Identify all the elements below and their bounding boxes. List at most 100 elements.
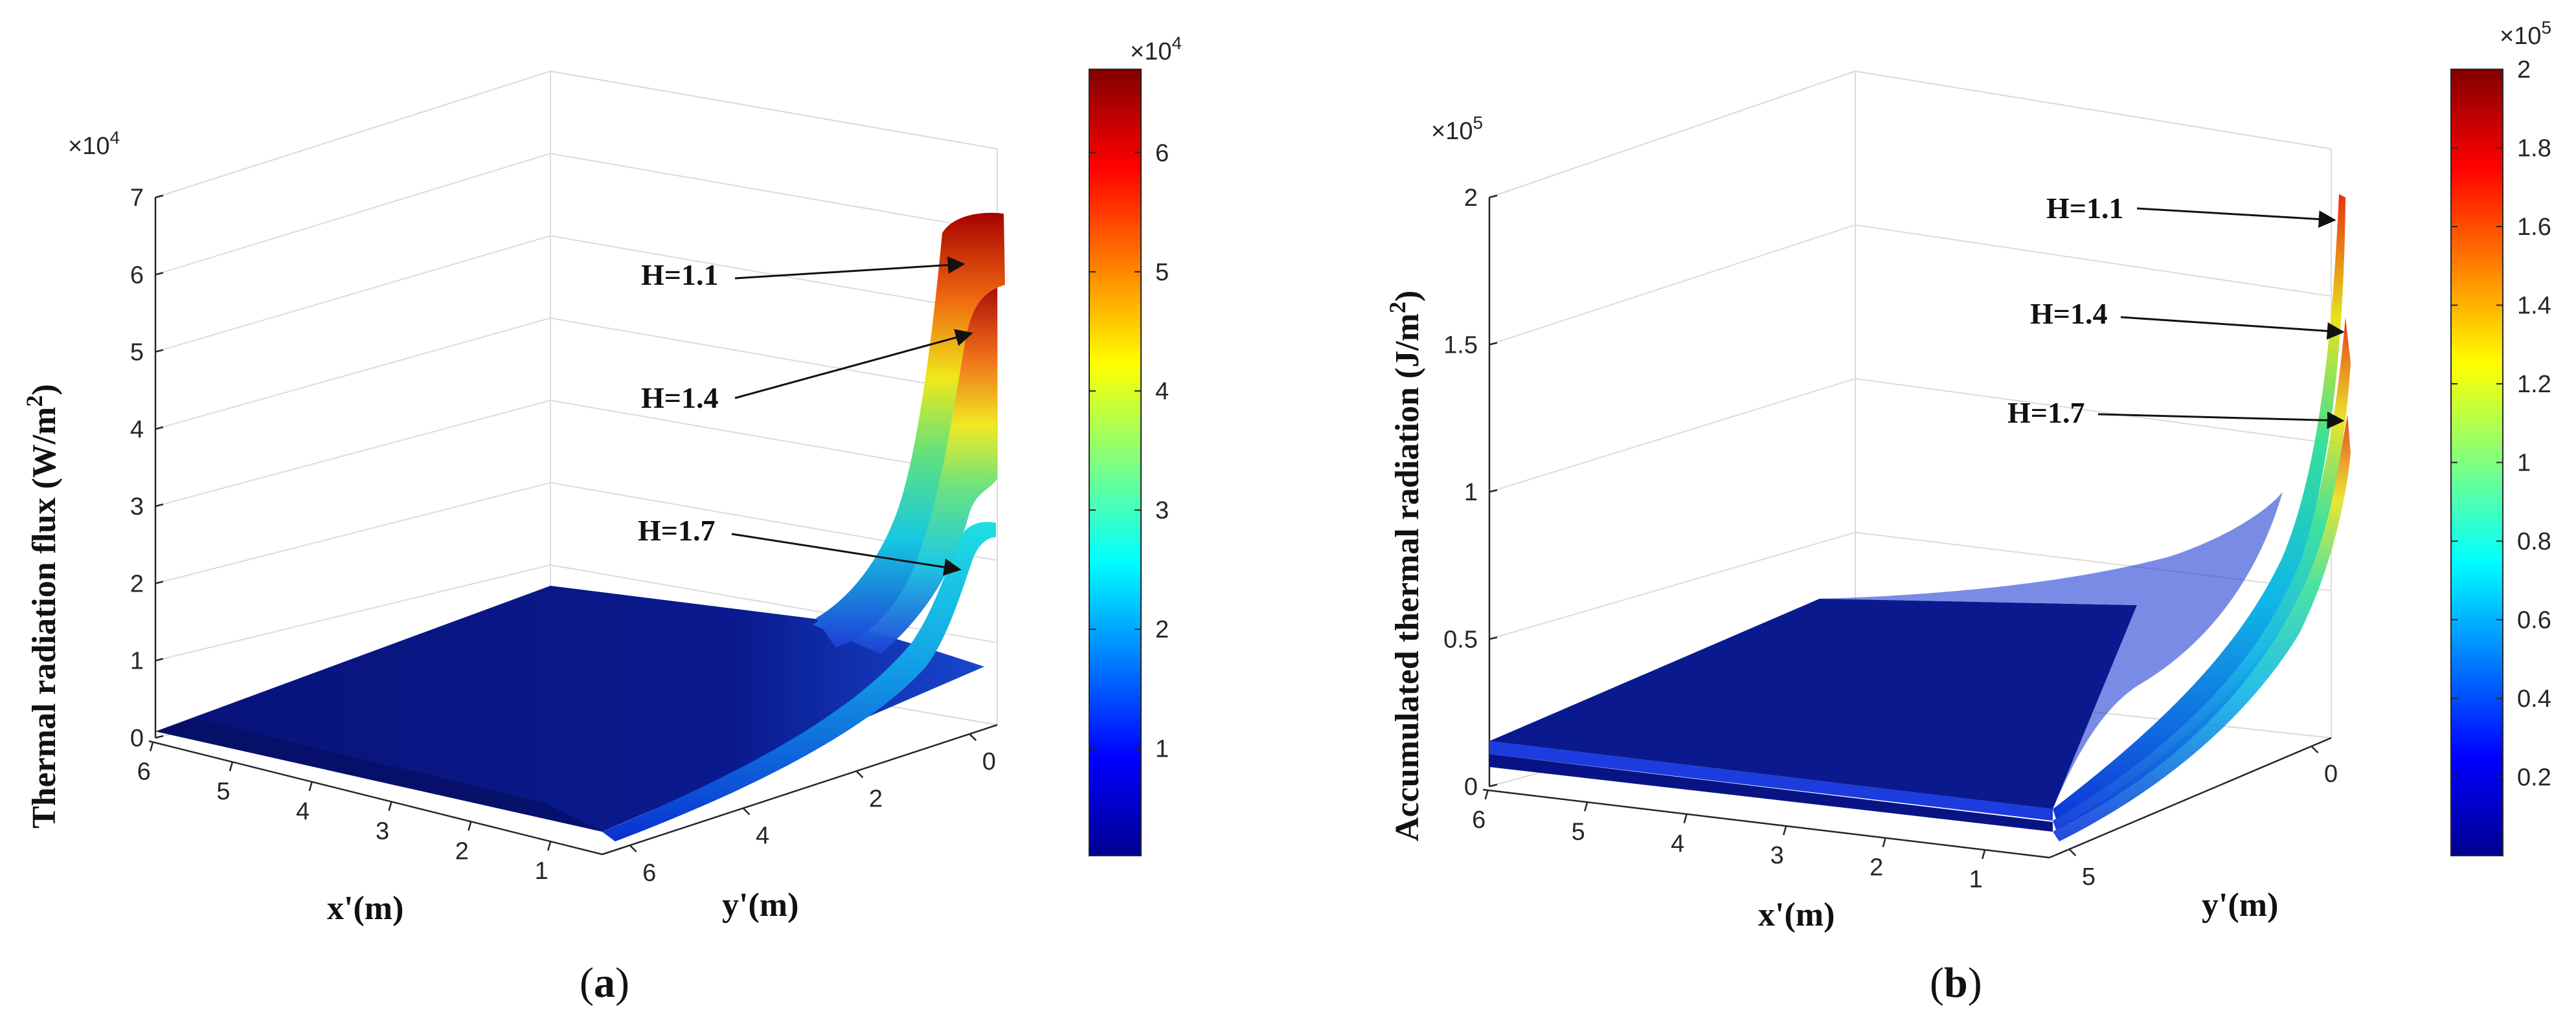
panel-b-x-label: x'(m): [1758, 896, 1835, 933]
panel-b-x-tick-mark: [1782, 825, 1787, 836]
panel-a-x-tick-label: 2: [455, 838, 469, 865]
panel-b-x-ticks: 6 5 4 3 2 1: [1472, 790, 1986, 893]
panel-b-z-tick-mark: [1489, 783, 1498, 788]
panel-a-z-ticks: 0 1 2 3 4 5 6 7: [130, 184, 164, 752]
panel-a-z-tick-mark: [155, 194, 164, 199]
panel-b-annotations: H=1.1 H=1.4 H=1.7: [2007, 192, 2345, 429]
panel-a-x-axis-line: [148, 740, 603, 856]
panel-b-z-tick-mark: [1489, 636, 1498, 640]
panel-b-y-label: y'(m): [2202, 887, 2278, 924]
panel-a-z-tick-mark: [155, 349, 164, 353]
panel-b-y-tick-label: 5: [2082, 863, 2096, 891]
panel-a-z-tick-mark: [155, 426, 164, 430]
panel-a-arrow-h14: [734, 329, 973, 399]
panel-a-z-gridline: [155, 482, 998, 584]
panel-a-z-tick-mark: [155, 503, 164, 507]
panel-a-y-tick-label: 0: [982, 748, 996, 775]
panel-a-colorbar-tick-label: 3: [1155, 497, 1169, 524]
panel-b-x-tick-mark: [1882, 838, 1886, 847]
panel-a-x-tick-label: 6: [137, 759, 151, 786]
panel-a-x-tick-label: 4: [296, 798, 310, 825]
panel-a-surfaces: [155, 212, 1005, 841]
panel-a-z-tick-label: 5: [130, 339, 144, 366]
panel-a-x-tick-mark: [149, 742, 154, 751]
panel-a-colorbar-exponent: ×104: [1130, 33, 1182, 65]
panel-a-x-tick-mark: [388, 801, 392, 811]
panel-b-x-tick-mark: [1583, 801, 1588, 812]
panel-b-arrow-h11: [2136, 207, 2336, 228]
panel-b-surfaces: [1489, 194, 2351, 841]
panel-a-z-tick-label: 4: [130, 416, 144, 443]
panel-a-x-label: x'(m): [327, 890, 403, 927]
panel-a-surface-h14: [813, 285, 997, 654]
panel-a-x-tick-label: 5: [216, 778, 230, 805]
panel-b-colorbar-exponent: ×105: [2500, 17, 2551, 50]
panel-a-z-tick-label: 6: [130, 261, 144, 289]
panel-a-z-tick-label: 2: [130, 570, 144, 597]
panel-a-colorbar: ×104 1 2 3 4 5 6: [1089, 33, 1182, 856]
panel-a-z-gridline: [155, 317, 998, 430]
panel-b-floor-edge: [1489, 741, 2053, 821]
panel-a-z-tick-label: 7: [130, 184, 144, 212]
panel-a-label-h11: H=1.1: [641, 258, 719, 291]
panel-b-surface-h11: [2053, 194, 2345, 819]
panel-b-colorbar-tick-label: 1: [2517, 450, 2531, 477]
panel-a-z-gridline: [155, 153, 998, 276]
panel-a-annotations: H=1.1 H=1.4 H=1.7: [638, 256, 973, 576]
panel-a-z-tick-label: 1: [130, 648, 144, 675]
panel-a-z-gridline: [155, 70, 998, 198]
panel-a-surface-h17: [602, 522, 996, 841]
panel-a-colorbar-tick-label: 1: [1155, 735, 1169, 762]
panel-b-x-tick-label: 5: [1572, 818, 1585, 845]
panel-b-z-tick-mark: [1489, 489, 1498, 493]
panel-a-y-tick-mark: [969, 733, 977, 741]
panel-b-x-tick-mark: [1683, 814, 1688, 824]
panel-a-x-tick-mark: [229, 761, 234, 772]
panel-b-z-gridline: [1489, 70, 2332, 198]
panel-a-arrow-h11: [734, 256, 966, 280]
panel-a-z-tick-label: 3: [130, 493, 144, 520]
panel-b-y-tick-label: 0: [2324, 761, 2338, 788]
panel-a-caption: (a): [580, 959, 629, 1006]
panel-a-z-tick-mark: [155, 658, 164, 661]
panel-b-colorbar-tick-label: 0.8: [2517, 528, 2551, 555]
panel-b-surface-h17: [2053, 414, 2351, 841]
panel-a-y-tick-mark: [742, 807, 751, 816]
panel-b-z-tick-label: 2: [1464, 184, 1478, 212]
panel-b-colorbar-tick-label: 0.2: [2517, 764, 2551, 792]
panel-a-x-tick-mark: [547, 841, 552, 851]
panel-b-x-tick-label: 2: [1870, 854, 1883, 882]
panel-a-colorbar-tick-label: 4: [1155, 378, 1169, 405]
panel-b-colorbar-tick-label: 1.6: [2517, 214, 2551, 241]
panel-b-x-tick-label: 1: [1969, 866, 1983, 893]
panel-b-colorbar-tick-label: 1.4: [2517, 293, 2551, 320]
panel-b-x-tick-label: 6: [1472, 806, 1486, 834]
panel-a-colorbar-tick-label: 6: [1155, 140, 1169, 167]
panel-a-y-tick-label: 4: [756, 823, 769, 850]
panel-a: 0 1 2 3 4 5 6 7 6 5 4 3 2 1 6 4 2 0 H=1.1 H=1.4 H=1.7 ×…: [21, 33, 1182, 1006]
panel-b-arrow-h17: [2097, 411, 2345, 429]
panel-a-x-tick-label: 1: [535, 858, 548, 885]
panel-a-z-gridline: [155, 235, 998, 353]
panel-a-x-tick-mark: [468, 821, 472, 831]
panel-b-colorbar-ticks: 0.2 0.4 0.6 0.8 1 1.2 1.4 1.6 1.8 2: [2451, 56, 2551, 792]
panel-b-z-tick-label: 1.5: [1443, 332, 1478, 359]
panel-b-z-gridline: [1489, 377, 2332, 493]
panel-b-colorbar-tick-label: 2: [2517, 56, 2531, 83]
panel-b-x-tick-mark: [1484, 790, 1489, 800]
panel-b-label-h14: H=1.4: [2030, 297, 2108, 330]
panel-a-floor-shade: [155, 718, 602, 832]
panel-b-colorbar-tick-label: 0.6: [2517, 607, 2551, 634]
panel-a-y-label: y'(m): [722, 887, 798, 924]
panel-b-z-tick-label: 0: [1464, 773, 1478, 801]
panel-a-surface-h11: [816, 212, 1005, 647]
panel-b-floor-back: [1489, 599, 2137, 809]
panel-a-x-tick-label: 3: [376, 818, 389, 845]
panel-b-surface-front: [1820, 492, 2283, 809]
panel-b-colorbar-tick-label: 0.4: [2517, 685, 2551, 713]
panel-a-z-label: Thermal radiation flux (W/m2): [21, 384, 63, 828]
panel-b-caption: (b): [1930, 959, 1982, 1006]
panel-a-label-h14: H=1.4: [641, 381, 719, 414]
